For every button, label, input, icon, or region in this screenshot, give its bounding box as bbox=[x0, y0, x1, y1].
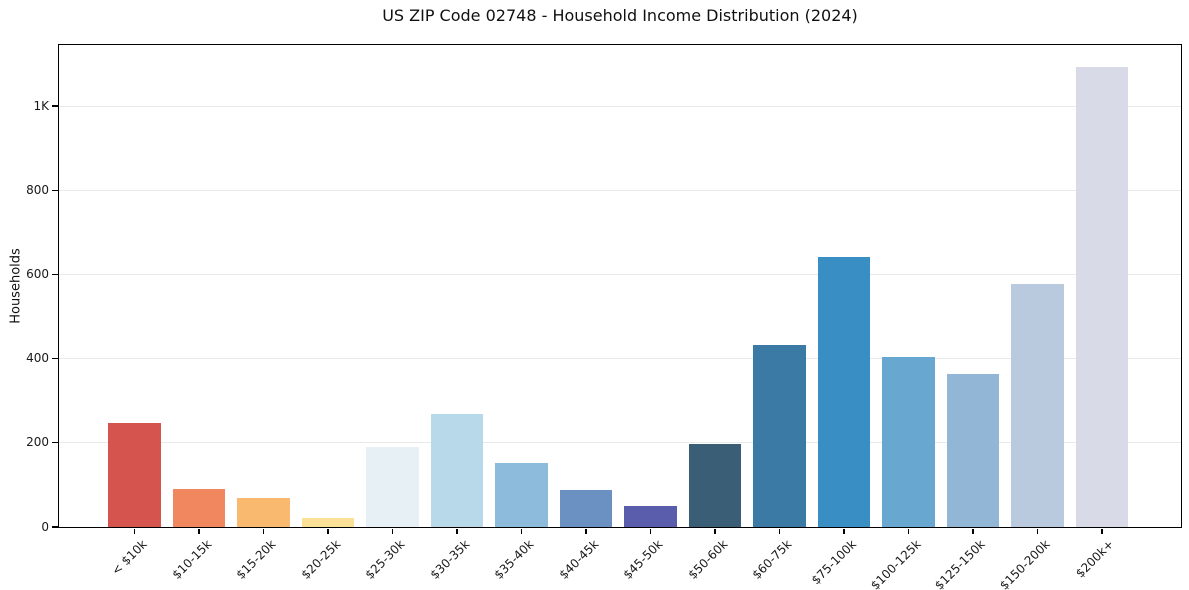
y-axis-label: Households bbox=[8, 248, 24, 324]
gridline bbox=[59, 358, 1181, 360]
x-tick-mark bbox=[585, 528, 587, 534]
bar bbox=[495, 463, 548, 527]
x-tick-label: < $10k bbox=[108, 537, 150, 578]
x-tick-label: $30-35k bbox=[427, 537, 472, 582]
y-tick-label: 800 bbox=[26, 182, 49, 197]
x-tick-label: $35-40k bbox=[491, 537, 537, 582]
bar bbox=[946, 373, 1000, 527]
x-tick-mark bbox=[778, 528, 781, 534]
y-tick-mark bbox=[52, 442, 58, 444]
x-tick-label: $20-25k bbox=[298, 537, 343, 582]
x-tick-mark bbox=[133, 528, 136, 534]
y-tick-mark bbox=[52, 273, 58, 276]
x-tick-mark bbox=[327, 528, 329, 534]
bar bbox=[366, 447, 419, 527]
x-tick-mark bbox=[198, 528, 200, 534]
bar bbox=[237, 497, 290, 527]
bar bbox=[430, 414, 484, 527]
bar bbox=[559, 489, 613, 527]
x-tick-label: $150-200k bbox=[996, 537, 1053, 590]
x-tick-mark bbox=[262, 528, 265, 534]
y-tick-mark bbox=[52, 526, 58, 528]
x-tick-label: $50-60k bbox=[685, 537, 730, 582]
x-tick-label: $45-50k bbox=[620, 537, 666, 582]
y-tick-label: 400 bbox=[26, 351, 49, 366]
bar bbox=[817, 257, 871, 527]
x-tick-label: $125-150k bbox=[932, 537, 988, 590]
x-tick-mark bbox=[907, 528, 910, 534]
bar bbox=[1011, 283, 1064, 527]
x-tick-label: $15-20k bbox=[233, 537, 279, 582]
x-tick-mark bbox=[520, 528, 523, 534]
y-tick-mark bbox=[52, 357, 58, 360]
bar bbox=[882, 356, 935, 527]
gridline bbox=[59, 105, 1181, 107]
x-tick-mark bbox=[1036, 528, 1039, 534]
x-tick-mark bbox=[391, 528, 394, 534]
chart-title: US ZIP Code 02748 - Household Income Dis… bbox=[382, 6, 858, 25]
y-tick-label: 1K bbox=[33, 98, 49, 113]
y-tick-mark bbox=[52, 105, 58, 107]
y-tick-mark bbox=[52, 189, 58, 191]
y-tick-label: 600 bbox=[26, 266, 49, 281]
x-tick-label: $200k+ bbox=[1073, 537, 1117, 581]
bar bbox=[301, 518, 355, 527]
bar bbox=[624, 505, 677, 527]
y-tick-label: 0 bbox=[41, 519, 49, 534]
gridline bbox=[59, 189, 1181, 191]
x-tick-label: $100-125k bbox=[867, 537, 924, 590]
bar bbox=[688, 444, 742, 527]
x-tick-mark bbox=[972, 528, 974, 534]
x-tick-label: $10-15k bbox=[169, 537, 214, 582]
x-tick-mark bbox=[649, 528, 652, 534]
gridline bbox=[59, 442, 1181, 444]
x-tick-label: $40-45k bbox=[556, 537, 601, 582]
y-tick-label: 200 bbox=[26, 435, 49, 450]
bar bbox=[108, 423, 161, 527]
bar bbox=[1075, 67, 1129, 527]
gridline bbox=[59, 273, 1181, 275]
x-tick-mark bbox=[714, 528, 716, 534]
x-tick-mark bbox=[1101, 528, 1103, 534]
x-tick-label: $60-75k bbox=[749, 537, 795, 582]
bar bbox=[753, 345, 806, 527]
x-tick-mark bbox=[843, 528, 845, 534]
x-tick-mark bbox=[456, 528, 458, 534]
x-tick-label: $25-30k bbox=[362, 537, 408, 582]
bar bbox=[172, 489, 226, 527]
plot-area bbox=[59, 45, 1181, 527]
x-tick-label: $75-100k bbox=[808, 537, 859, 588]
